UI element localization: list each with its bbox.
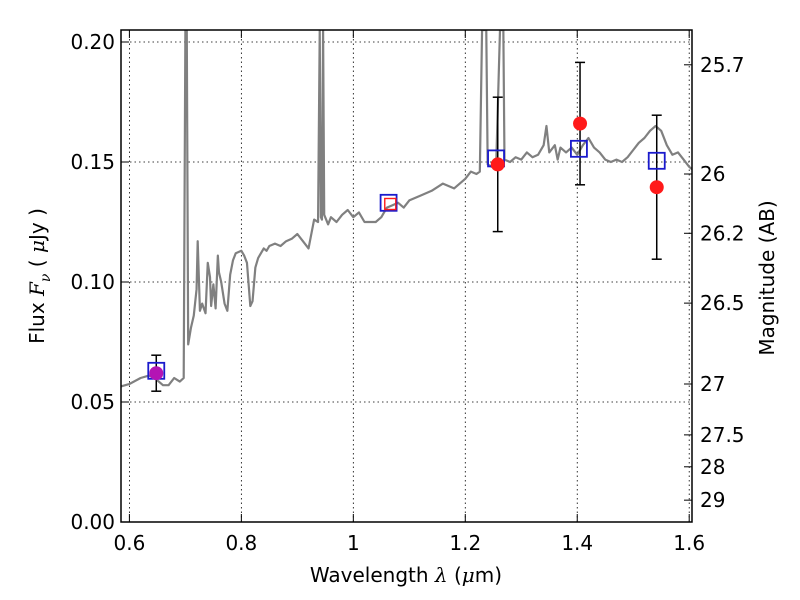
observed-flux-point: [149, 366, 164, 381]
upper-limit-square: [384, 197, 397, 211]
plot-area: [121, 30, 692, 392]
plot-series: [121, 30, 692, 392]
y-tick-label: 0.00: [70, 510, 115, 534]
y2-tick-label: 28: [700, 455, 725, 479]
model-spectrum-line: [121, 30, 692, 388]
y-tick-label: 0.05: [70, 390, 115, 414]
observed-flux-point: [490, 157, 505, 172]
y2-tick-label: 29: [700, 488, 725, 512]
x-tick-label: 0.8: [225, 531, 257, 555]
y2-tick-label: 25.7: [700, 53, 745, 77]
y-tick-label: 0.15: [70, 150, 115, 174]
y2-tick-label: 27: [700, 372, 725, 396]
y2-tick-label: 26: [700, 162, 725, 186]
y2-tick-label: 26.2: [700, 221, 745, 245]
y-tick-label: 0.10: [70, 270, 115, 294]
x-tick-label: 1.6: [673, 531, 705, 555]
axis-ticks: 0.6 0.8 1 1.2 1.4 1.6 0.00 0.05 0.10 0.15 0.20 25.7…: [70, 30, 745, 555]
y-axis-title: Flux Fν ( μJy ): [25, 208, 54, 344]
x-tick-label: 1.4: [561, 531, 593, 555]
model-band-square: [379, 193, 398, 212]
y2-axis-title: Magnitude (AB): [755, 200, 779, 355]
observed-flux-point: [649, 180, 664, 195]
x-axis-title: Wavelength λ (μm): [310, 563, 502, 587]
plot-frame: [120, 29, 693, 523]
model-band-square: [570, 139, 588, 158]
model-band-square: [647, 151, 666, 170]
observed-flux-point: [573, 116, 588, 131]
x-tick-label: 1.2: [449, 531, 481, 555]
x-tick-label: 1: [347, 531, 360, 555]
y-tick-label: 0.20: [70, 30, 115, 54]
x-tick-label: 0.6: [113, 531, 145, 555]
y2-tick-label: 26.5: [700, 291, 745, 315]
y2-tick-label: 27.5: [700, 423, 745, 447]
